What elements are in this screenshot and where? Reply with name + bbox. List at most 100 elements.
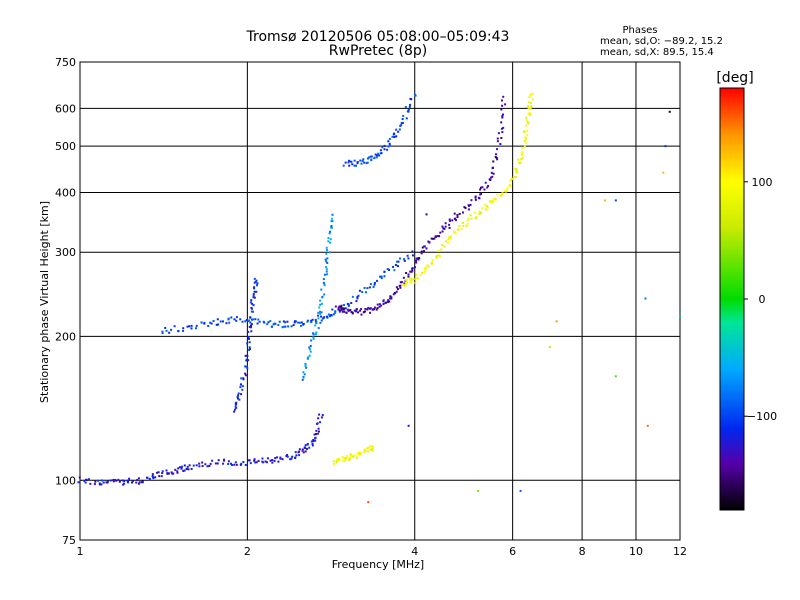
data-point [501, 116, 504, 119]
data-point [310, 319, 313, 322]
data-point [308, 346, 311, 349]
data-point [121, 479, 124, 482]
data-point [327, 236, 330, 239]
data-point [456, 216, 459, 219]
data-point [380, 277, 383, 280]
data-point [257, 318, 260, 321]
data-point [399, 257, 402, 260]
data-point [208, 464, 211, 467]
data-point [204, 463, 207, 466]
data-point [386, 268, 389, 271]
data-point [109, 479, 112, 482]
data-point [328, 251, 331, 254]
data-point [253, 290, 256, 293]
data-point [128, 477, 131, 480]
data-point [151, 473, 154, 476]
data-point [312, 440, 315, 443]
data-point [160, 475, 163, 478]
data-point [292, 324, 295, 327]
data-point [423, 245, 426, 248]
y-tick-label: 300 [55, 246, 76, 259]
data-point [523, 130, 526, 133]
data-point [146, 476, 149, 479]
data-point [523, 145, 526, 148]
grid [79, 61, 681, 541]
data-point [178, 466, 181, 469]
data-point [360, 308, 363, 311]
data-point [254, 280, 257, 283]
data-point [209, 321, 212, 324]
data-point [233, 410, 236, 413]
data-point [250, 318, 253, 321]
data-point [518, 161, 521, 164]
data-point [382, 303, 385, 306]
data-point [314, 318, 317, 321]
data-point [325, 270, 328, 273]
data-point [327, 240, 330, 243]
data-point [383, 144, 386, 147]
data-point [441, 244, 444, 247]
data-point [321, 414, 324, 417]
data-point [251, 310, 254, 313]
data-point [238, 398, 241, 401]
data-point [334, 310, 337, 313]
data-point [403, 258, 406, 261]
data-point [203, 322, 206, 325]
data-point [481, 186, 484, 189]
data-point [177, 330, 180, 333]
data-point [182, 469, 185, 472]
data-point [253, 296, 256, 299]
data-point [353, 309, 356, 312]
data-point [323, 273, 326, 276]
data-point [318, 306, 321, 309]
data-point [369, 307, 372, 310]
data-point [355, 456, 358, 459]
data-point [212, 319, 215, 322]
data-point [393, 269, 396, 272]
data-point [186, 465, 189, 468]
data-point [166, 472, 169, 475]
data-point [240, 377, 243, 380]
data-point [279, 456, 282, 459]
data-point [252, 304, 255, 307]
data-point [331, 220, 334, 223]
data-point [303, 373, 306, 376]
data-point [78, 476, 81, 479]
x-tick-label: 8 [579, 545, 586, 558]
data-point [315, 331, 318, 334]
data-point [254, 318, 257, 321]
data-point [270, 325, 273, 328]
data-point [180, 467, 183, 470]
data-point [281, 326, 284, 329]
data-point [395, 128, 398, 131]
data-point [161, 472, 164, 475]
data-point [244, 320, 247, 323]
data-point [182, 327, 185, 330]
data-point [325, 315, 328, 318]
data-point [183, 464, 186, 467]
data-point [531, 98, 534, 101]
data-point [364, 291, 367, 294]
data-point [262, 461, 265, 464]
data-point [286, 320, 289, 323]
data-point [188, 464, 191, 467]
data-point [485, 208, 488, 211]
data-point [255, 290, 258, 293]
data-point [497, 132, 500, 135]
data-point [516, 170, 519, 173]
data-point [480, 186, 483, 189]
data-point [316, 432, 319, 435]
data-point [356, 161, 359, 164]
data-point [467, 208, 470, 211]
data-point [323, 316, 326, 319]
data-point [521, 147, 524, 150]
data-point [345, 455, 348, 458]
data-point [405, 271, 408, 274]
data-point [274, 457, 277, 460]
data-point [327, 313, 330, 316]
data-point [393, 132, 396, 135]
data-point [414, 266, 417, 269]
data-point [326, 273, 329, 276]
data-point [122, 483, 125, 486]
data-point [306, 357, 309, 360]
